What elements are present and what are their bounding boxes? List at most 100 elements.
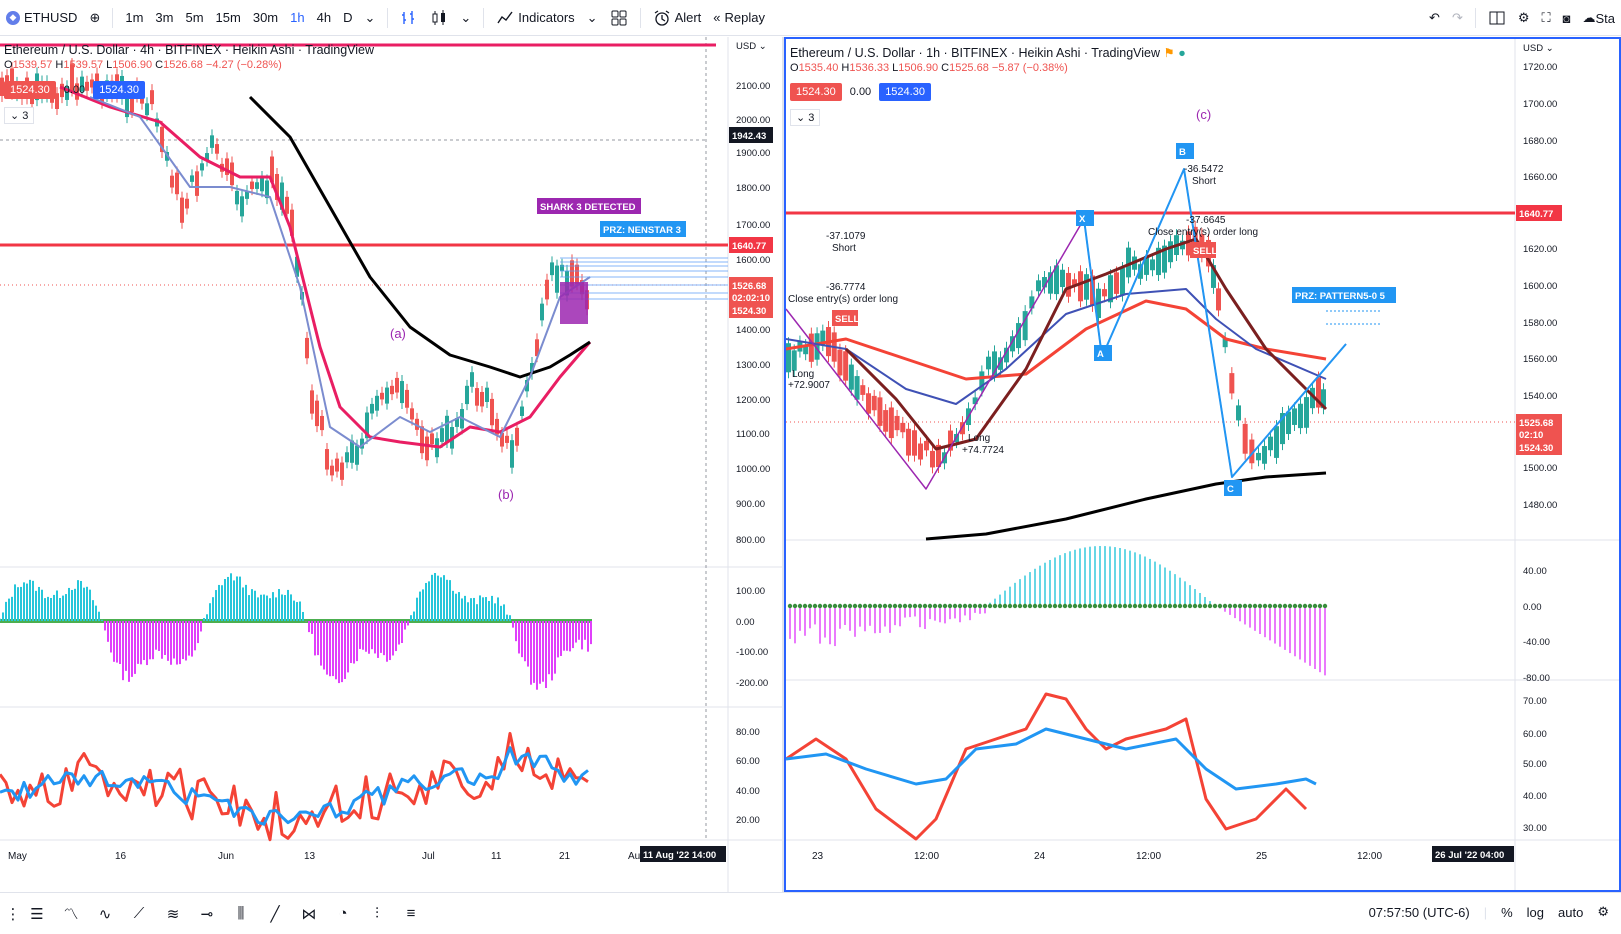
compare-add-icon[interactable]: ⊕ — [89, 9, 101, 25]
indicators-button[interactable]: Indicators — [490, 4, 580, 32]
close1-pnl-label: -36.7774 — [826, 282, 866, 293]
price-tick: 1540.00 — [1523, 391, 1557, 402]
osc1-dot — [1307, 603, 1313, 609]
trend-line-icon[interactable]: ⟋ — [133, 905, 145, 922]
log-scale-toggle[interactable]: log — [1526, 904, 1545, 920]
osc1-dot — [1122, 603, 1128, 609]
left-indicators-collapse-button[interactable]: ⌄ 3 — [4, 107, 35, 124]
candle-body — [470, 372, 474, 387]
interval-30m[interactable]: 30m — [252, 10, 279, 25]
candle-body — [808, 333, 814, 362]
candle-body — [1108, 275, 1113, 303]
auto-scale-toggle[interactable]: auto — [1558, 904, 1584, 920]
interval-3m[interactable]: 3m — [155, 10, 174, 25]
candle-body — [540, 303, 544, 321]
indicators-chevron-down-icon[interactable]: ⌄ — [586, 9, 598, 25]
right-indicators-collapse-button[interactable]: ⌄ 3 — [790, 109, 821, 126]
right-buy-price-badge[interactable]: 1524.30 — [879, 83, 931, 101]
time-tick: 21 — [559, 851, 571, 862]
price-tick: 2100.00 — [736, 81, 770, 92]
right-sell-price-badge[interactable]: 1524.30 — [790, 83, 842, 101]
candle-body — [430, 433, 434, 445]
percent-scale-toggle[interactable]: % — [1501, 904, 1513, 920]
left-chart-canvas[interactable]: USD ⌄ 2100.00 2000.00 1900.00 1800.00 1700.00… — [0, 37, 782, 892]
pane-divider[interactable] — [782, 37, 784, 892]
bars-style-icon[interactable] — [394, 4, 424, 32]
cloud-save-button[interactable]: ☁ Sta — [1576, 4, 1621, 32]
candle-body — [415, 418, 419, 430]
split-layout-icon[interactable] — [1482, 4, 1512, 32]
prz-label: PRZ: PATTERN5-0 5 — [1295, 291, 1386, 302]
candle-body — [860, 385, 866, 395]
osc1-dot — [942, 603, 948, 609]
interval-1h[interactable]: 1h — [290, 10, 305, 25]
candle-body — [490, 398, 494, 426]
osc1-dot — [967, 603, 973, 609]
left-trade-badges: 1524.30 0.00 1524.30 — [4, 81, 145, 99]
price-range-icon[interactable]: ⫼ — [237, 905, 245, 922]
interval-15m[interactable]: 15m — [215, 10, 241, 25]
interval-d[interactable]: D — [343, 10, 353, 25]
interval-chevron-down-icon[interactable]: ⌄ — [364, 9, 376, 25]
gann-fan-icon[interactable]: ◔ — [338, 905, 348, 922]
cloud-icon: ☁ — [1582, 10, 1596, 25]
ema-dark-line — [844, 237, 1328, 451]
interval-4h[interactable]: 4h — [316, 10, 332, 25]
price-tick: 1620.00 — [1523, 244, 1557, 255]
left-chart-pane[interactable]: USD ⌄ 2100.00 2000.00 1900.00 1800.00 1700.00… — [0, 37, 782, 892]
xabcd-pattern-icon[interactable]: ⋈ — [301, 905, 317, 923]
bid-price-label: 1524.30 — [1519, 443, 1553, 454]
horizontal-ray-icon[interactable]: ⊸ — [200, 905, 214, 923]
bottom-toolbar: ⋮ ☰ 〽 ∿ ⟋ ≋ ⊸ ⫼ ╱ ⋈ ◔ ⫶ ≡ 07:57:50 (UTC-… — [0, 892, 1621, 934]
left-indicator-count: 3 — [22, 110, 29, 122]
replay-button[interactable]: « Replay — [707, 4, 771, 32]
osc1-dot — [1267, 603, 1273, 609]
right-high-value: 1536.33 — [849, 62, 890, 74]
interval-5m[interactable]: 5m — [185, 10, 204, 25]
candle-body — [290, 209, 294, 236]
interval-1m[interactable]: 1m — [125, 10, 144, 25]
osc1-dot — [1232, 603, 1238, 609]
candle-body — [1016, 323, 1021, 349]
settings-gear-icon[interactable]: ⚙ — [1517, 10, 1530, 25]
separator — [387, 7, 389, 28]
right-open-value: 1535.40 — [798, 62, 839, 74]
settings-gear-icon[interactable]: ⚙ — [1597, 904, 1609, 919]
elliott-wave-icon[interactable]: ∿ — [98, 905, 112, 923]
candles-icon[interactable] — [424, 4, 454, 32]
right-chart-canvas[interactable]: USD ⌄ 1720.00 1700.00 1680.00 1660.00 1620.00… — [786, 39, 1619, 890]
candle-body — [837, 349, 843, 376]
line-tool-icon[interactable]: ╱ — [270, 905, 280, 923]
osc1-dot — [957, 603, 963, 609]
left-buy-price-badge[interactable]: 1524.30 — [93, 81, 145, 99]
candle-body — [906, 428, 911, 456]
candle-body — [1310, 387, 1315, 409]
camera-icon[interactable]: ◙ — [1562, 10, 1571, 26]
settings-lines-icon[interactable]: ≡ — [406, 905, 416, 922]
candle-body — [455, 418, 459, 427]
layout-grid-icon[interactable] — [604, 4, 634, 32]
fib-retracement-icon[interactable]: ≋ — [166, 905, 180, 923]
alert-button[interactable]: Alert — [647, 4, 708, 32]
long1-label: Long — [792, 369, 814, 380]
osc1-dot — [1127, 603, 1133, 609]
abc-pattern-icon[interactable]: 〽 — [63, 906, 79, 923]
fullscreen-icon[interactable]: ⛶ — [1541, 10, 1551, 25]
right-chart-pane[interactable]: USD ⌄ 1720.00 1700.00 1680.00 1660.00 1620.00… — [784, 37, 1621, 892]
left-sell-price-badge[interactable]: 1524.30 — [4, 81, 56, 99]
candle-body — [1078, 271, 1083, 302]
expand-tools-icon[interactable]: ⋮ — [5, 905, 21, 923]
flag-icon[interactable]: ⚑ — [1163, 46, 1175, 60]
point-b-label-bg — [1176, 143, 1194, 159]
horizontal-lines-icon[interactable]: ☰ — [30, 905, 44, 923]
ema-red-line — [786, 299, 1327, 381]
symbol-search-button[interactable]: ◆ ETHUSD — [0, 4, 83, 32]
chart-type-chevron-down-icon[interactable]: ⌄ — [460, 9, 472, 25]
candle-body — [803, 345, 809, 355]
time-cursor-label-bg — [1432, 846, 1514, 862]
order-tool-icon[interactable]: ⫶ — [375, 905, 379, 922]
clock-time[interactable]: 07:57:50 (UTC-6) — [1368, 904, 1470, 920]
redo-icon[interactable]: ↷ — [1451, 10, 1463, 25]
price-tick: 1680.00 — [1523, 136, 1557, 147]
undo-icon[interactable]: ↶ — [1429, 10, 1440, 25]
